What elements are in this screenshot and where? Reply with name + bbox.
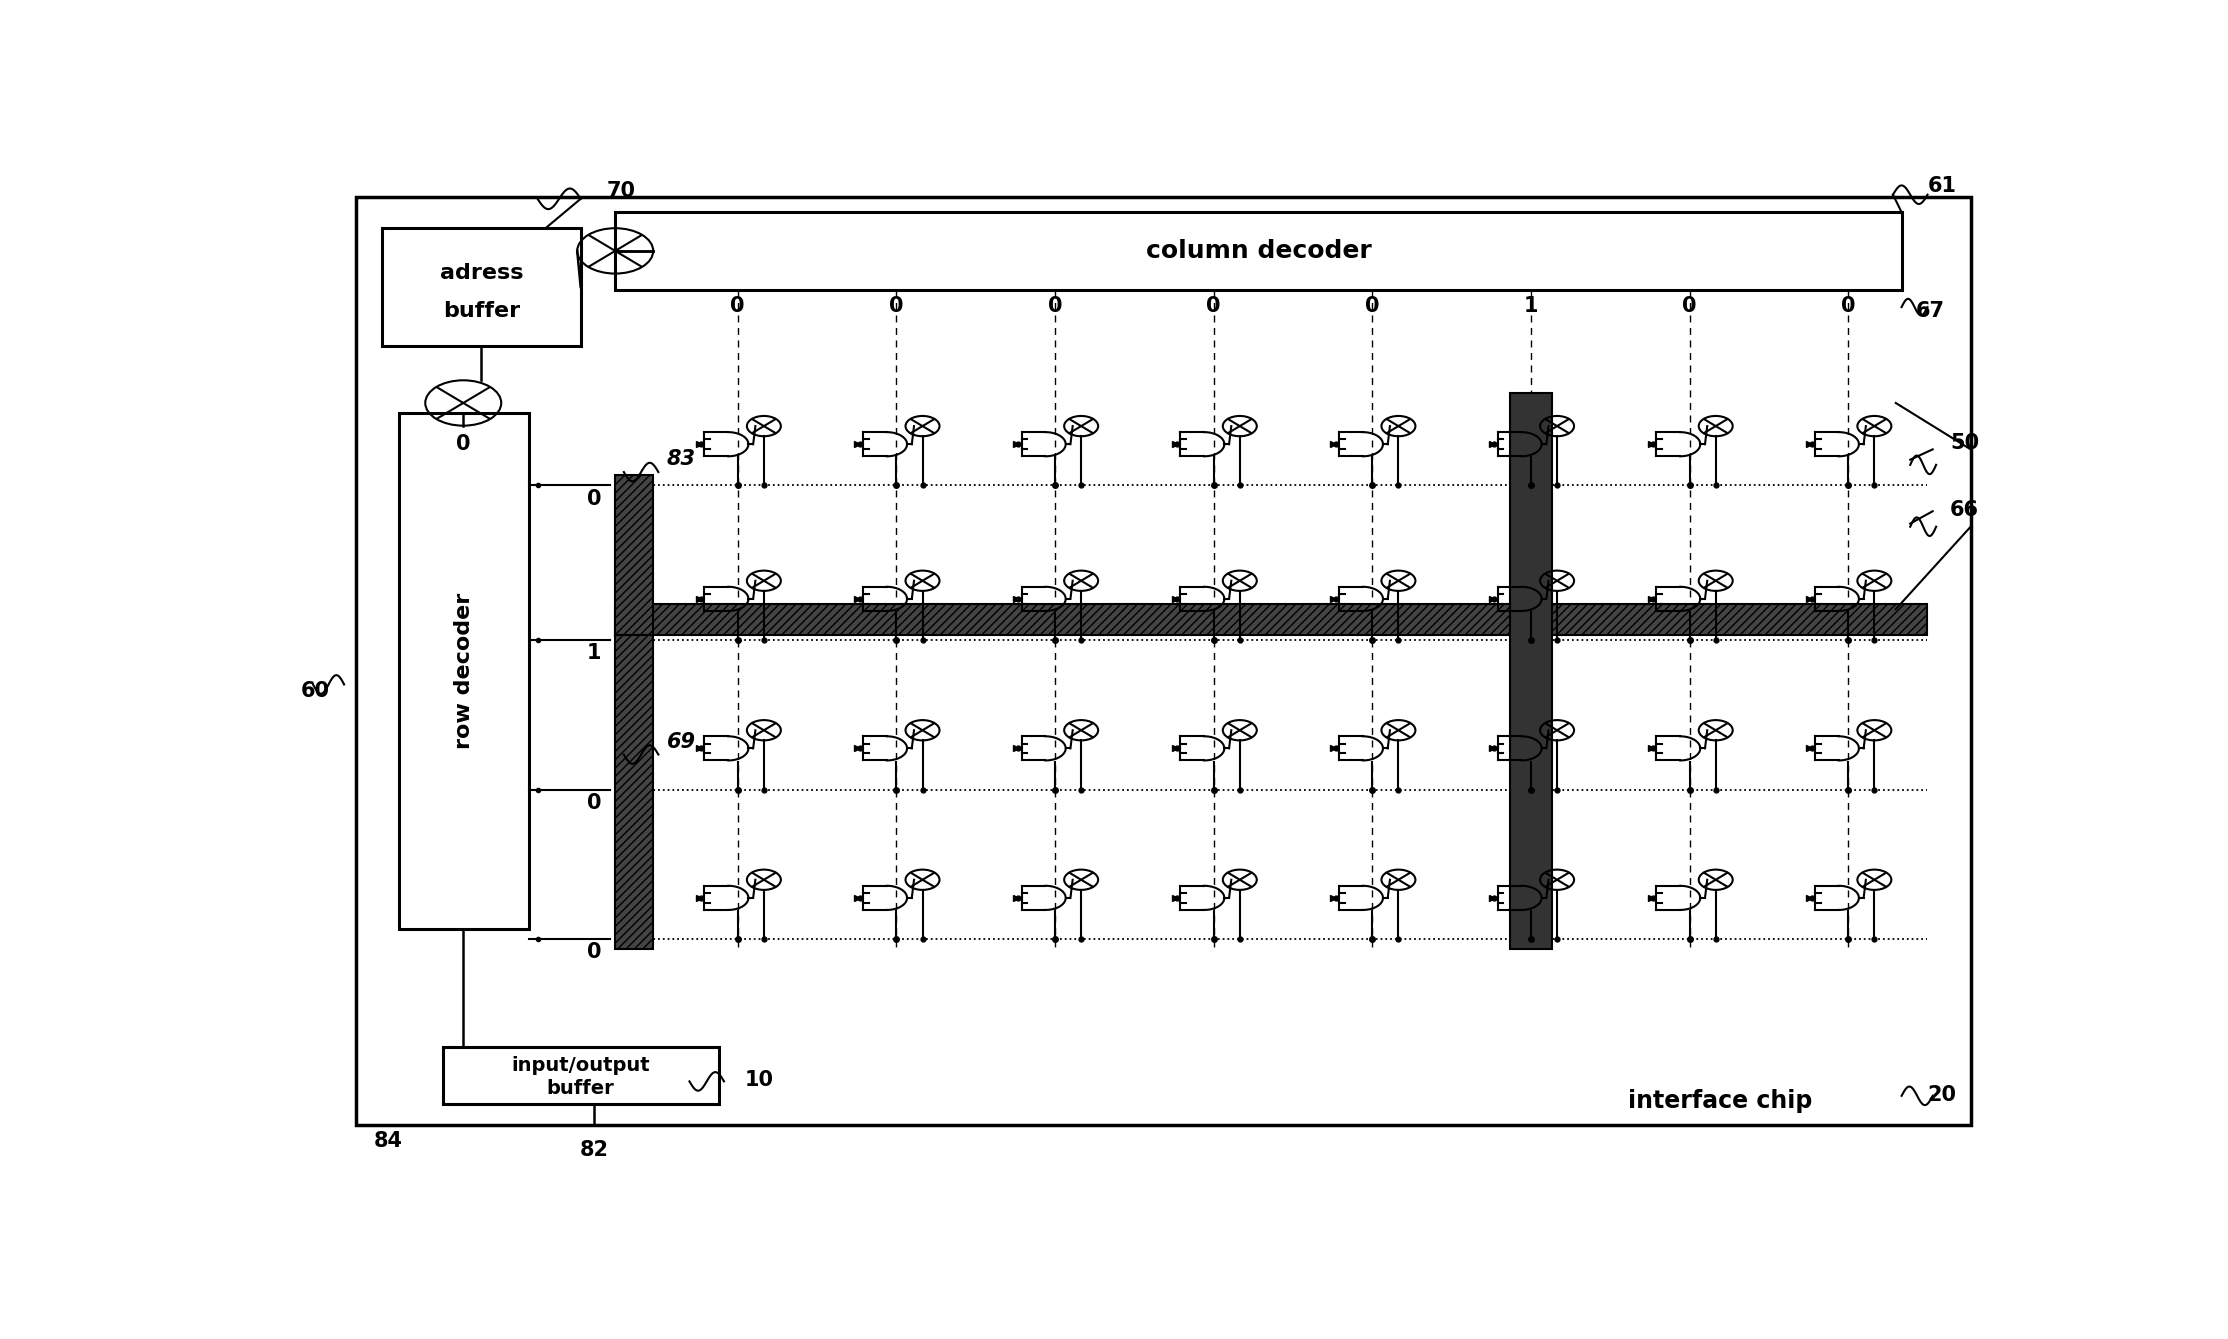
Text: 0: 0 [1682,296,1698,316]
Text: 0: 0 [586,793,602,813]
Text: 0: 0 [1840,296,1856,316]
Text: 20: 20 [1927,1085,1956,1105]
Text: column decoder: column decoder [1145,238,1370,262]
Text: 0: 0 [586,489,602,509]
Text: 61: 61 [1927,175,1956,195]
Bar [615,604,1927,635]
Text: 84: 84 [374,1131,403,1152]
Text: input/output: input/output [512,1056,651,1075]
Text: 0: 0 [1047,296,1063,316]
Text: 0: 0 [457,434,470,454]
Text: 10: 10 [744,1070,773,1090]
Bar [615,212,1900,289]
Text: 66: 66 [1950,501,1978,521]
Bar [443,1047,720,1105]
Text: adress: adress [439,262,524,283]
Text: 1: 1 [586,643,602,663]
Text: 0: 0 [889,296,905,316]
Text: 69: 69 [666,732,695,753]
Text: interface chip: interface chip [1629,1089,1814,1113]
Text: 1: 1 [1524,296,1537,316]
Text: 0: 0 [1205,296,1221,316]
Text: 60: 60 [301,680,330,700]
Text: buffer: buffer [443,301,519,321]
Bar [615,475,653,635]
Text: 82: 82 [579,1139,608,1160]
Text: 83: 83 [666,449,695,469]
Text: buffer: buffer [546,1079,615,1098]
Text: 0: 0 [586,943,602,963]
Text: row decoder: row decoder [455,593,475,749]
Bar [615,635,653,949]
Bar [383,228,582,347]
Text: 50: 50 [1950,434,1978,454]
Text: 67: 67 [1916,301,1945,321]
Text: 70: 70 [606,181,635,201]
Bar [399,414,528,929]
Bar [1511,392,1551,949]
Text: 0: 0 [1366,296,1379,316]
Text: 0: 0 [731,296,744,316]
